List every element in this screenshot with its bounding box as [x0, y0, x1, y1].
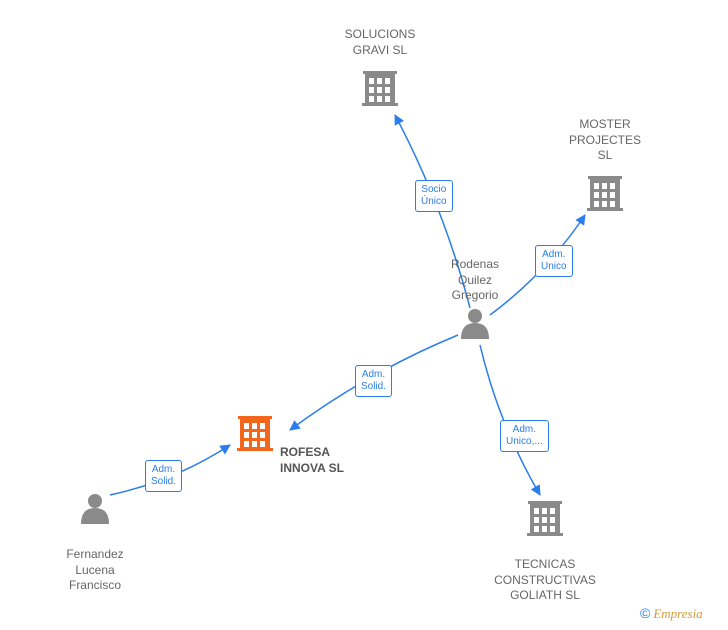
edge-label: Adm. Solid. — [355, 365, 392, 397]
edge-label: Adm. Unico,... — [500, 420, 549, 452]
edge-label: Socio Único — [415, 180, 453, 212]
edge-label: Adm. Unico — [535, 245, 573, 277]
copyright-symbol: © — [640, 605, 650, 621]
node-label: MOSTER PROJECTES SL — [545, 117, 665, 164]
person-icon[interactable] — [461, 309, 489, 339]
building-icon[interactable] — [587, 176, 623, 211]
node-moster[interactable]: MOSTER PROJECTES SL — [545, 117, 665, 164]
edge-label: Adm. Solid. — [145, 460, 182, 492]
node-label: Rodenas Quilez Gregorio — [415, 257, 535, 304]
node-label: SOLUCIONS GRAVI SL — [320, 27, 440, 58]
node-tecnicas[interactable]: TECNICAS CONSTRUCTIVAS GOLIATH SL — [485, 557, 605, 604]
node-label: TECNICAS CONSTRUCTIVAS GOLIATH SL — [485, 557, 605, 604]
building-icon[interactable] — [527, 501, 563, 536]
node-solucions[interactable]: SOLUCIONS GRAVI SL — [320, 27, 440, 58]
node-label: Fernandez Lucena Francisco — [35, 547, 155, 594]
watermark: ©Empresia — [640, 605, 703, 622]
node-rodenas[interactable]: Rodenas Quilez Gregorio — [415, 257, 535, 304]
node-label: ROFESA INNOVA SL — [280, 445, 400, 476]
building-icon[interactable] — [362, 71, 398, 106]
node-fernandez[interactable]: Fernandez Lucena Francisco — [35, 547, 155, 594]
node-rofesa[interactable]: ROFESA INNOVA SL — [280, 445, 400, 476]
diagram-canvas — [0, 0, 728, 630]
watermark-text: Empresia — [653, 606, 702, 621]
building-icon[interactable] — [237, 416, 273, 451]
person-icon[interactable] — [81, 494, 109, 524]
